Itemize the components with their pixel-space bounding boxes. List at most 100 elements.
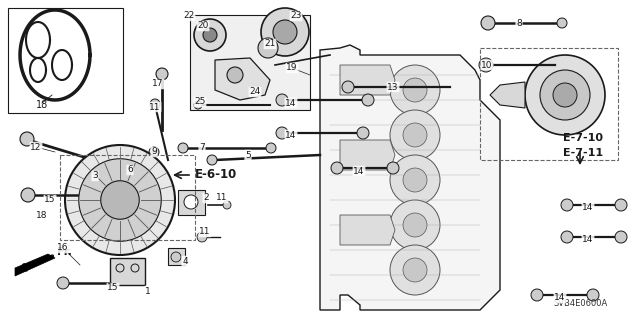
Text: 15: 15 [108, 284, 119, 292]
Circle shape [390, 245, 440, 295]
Circle shape [387, 162, 399, 174]
Circle shape [184, 195, 198, 209]
Circle shape [362, 94, 374, 106]
Circle shape [124, 162, 136, 174]
Text: 15: 15 [44, 196, 56, 204]
Circle shape [100, 181, 140, 219]
Circle shape [390, 200, 440, 250]
Text: 9: 9 [151, 148, 157, 156]
Text: 20: 20 [197, 21, 209, 30]
Polygon shape [320, 45, 500, 310]
Polygon shape [340, 65, 395, 95]
Polygon shape [15, 254, 55, 276]
Circle shape [79, 159, 161, 241]
Text: 6: 6 [127, 165, 133, 174]
Circle shape [403, 168, 427, 192]
Circle shape [615, 199, 627, 211]
Circle shape [207, 155, 217, 165]
Polygon shape [190, 15, 310, 110]
Circle shape [156, 68, 168, 80]
Text: 18: 18 [36, 100, 48, 110]
Circle shape [149, 147, 159, 157]
Circle shape [178, 143, 188, 153]
Circle shape [266, 143, 276, 153]
Text: 2: 2 [203, 194, 209, 203]
Text: 18: 18 [36, 212, 48, 220]
Polygon shape [215, 58, 270, 100]
Polygon shape [110, 258, 145, 285]
Circle shape [194, 19, 226, 51]
Bar [480, 48, 618, 160]
Text: SVB4E0600A: SVB4E0600A [553, 299, 607, 308]
Circle shape [540, 70, 590, 120]
Polygon shape [88, 160, 105, 180]
Circle shape [203, 28, 217, 42]
Polygon shape [340, 215, 395, 245]
Polygon shape [340, 140, 395, 170]
Text: 10: 10 [481, 60, 493, 69]
Circle shape [587, 289, 599, 301]
Circle shape [390, 155, 440, 205]
Text: 14: 14 [582, 204, 594, 212]
Text: 14: 14 [353, 166, 365, 175]
Text: 25: 25 [195, 98, 205, 107]
Circle shape [357, 127, 369, 139]
Circle shape [150, 99, 160, 109]
Circle shape [403, 258, 427, 282]
Circle shape [194, 101, 202, 109]
Circle shape [561, 199, 573, 211]
Circle shape [331, 162, 343, 174]
Text: 14: 14 [285, 99, 297, 108]
Circle shape [261, 8, 309, 56]
Circle shape [403, 213, 427, 237]
Circle shape [390, 110, 440, 160]
Text: 14: 14 [285, 131, 297, 140]
Text: 23: 23 [291, 12, 301, 20]
Text: 14: 14 [582, 236, 594, 244]
Text: 21: 21 [264, 39, 276, 49]
Circle shape [390, 65, 440, 115]
Circle shape [171, 252, 181, 262]
Text: 12: 12 [30, 142, 42, 151]
Circle shape [403, 123, 427, 147]
Circle shape [276, 127, 288, 139]
Text: E-6-10: E-6-10 [195, 169, 237, 181]
Text: Fr.: Fr. [57, 247, 72, 257]
Circle shape [531, 289, 543, 301]
Circle shape [557, 18, 567, 28]
Text: 16: 16 [57, 244, 68, 252]
Circle shape [276, 94, 288, 106]
Text: 11: 11 [216, 194, 228, 203]
Circle shape [561, 231, 573, 243]
Circle shape [403, 78, 427, 102]
Text: 7: 7 [199, 143, 205, 153]
Text: 22: 22 [184, 12, 195, 20]
Bar [8, 8, 123, 113]
Text: E-7-10: E-7-10 [563, 133, 603, 143]
Circle shape [525, 55, 605, 135]
Text: 17: 17 [152, 79, 164, 89]
Text: 8: 8 [516, 20, 522, 28]
Text: 5: 5 [245, 150, 251, 159]
Circle shape [481, 16, 495, 30]
Text: 3: 3 [92, 172, 98, 180]
Circle shape [65, 145, 175, 255]
Circle shape [258, 38, 278, 58]
Text: 19: 19 [286, 63, 298, 73]
Text: 14: 14 [554, 293, 566, 302]
Bar [60, 155, 195, 240]
Text: 13: 13 [387, 83, 399, 92]
Text: 11: 11 [199, 228, 211, 236]
Circle shape [21, 188, 35, 202]
Text: 1: 1 [145, 286, 151, 295]
Circle shape [152, 150, 156, 154]
Circle shape [273, 20, 297, 44]
Text: 11: 11 [149, 102, 161, 111]
Circle shape [197, 232, 207, 242]
Circle shape [20, 132, 34, 146]
Polygon shape [178, 190, 205, 215]
Circle shape [479, 58, 493, 72]
Circle shape [57, 277, 69, 289]
Circle shape [553, 83, 577, 107]
Circle shape [615, 231, 627, 243]
